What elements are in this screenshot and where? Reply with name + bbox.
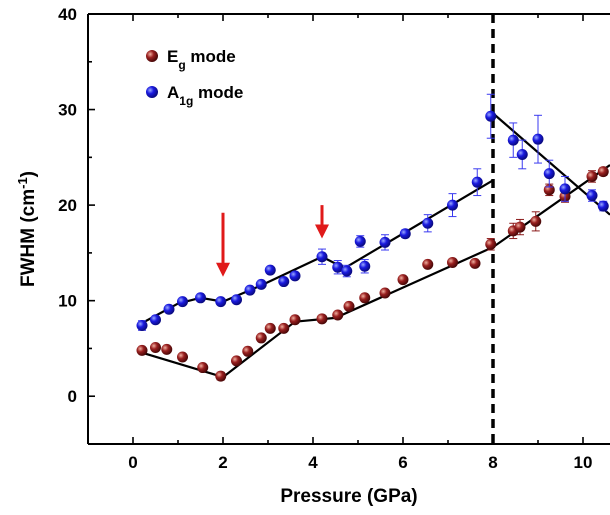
data-point-a1g bbox=[354, 235, 366, 247]
data-point-eg bbox=[332, 309, 344, 321]
data-point-eg bbox=[316, 313, 328, 325]
data-point-eg bbox=[242, 345, 254, 357]
data-point-a1g bbox=[150, 314, 161, 326]
data-point-a1g bbox=[177, 296, 188, 308]
data-point-a1g bbox=[231, 294, 242, 306]
data-point-a1g bbox=[332, 261, 344, 273]
data-point-a1g bbox=[543, 168, 555, 180]
data-point-eg bbox=[215, 370, 227, 382]
legend-item-a1g: A1g mode bbox=[146, 83, 243, 108]
data-point-a1g bbox=[586, 190, 598, 202]
data-point-eg bbox=[514, 221, 526, 233]
data-point-a1g bbox=[244, 284, 256, 296]
x-tick-label: 6 bbox=[398, 453, 407, 472]
data-point-eg bbox=[586, 170, 598, 182]
x-tick-label: 0 bbox=[128, 453, 137, 472]
data-point-eg bbox=[197, 362, 209, 374]
data-point-eg bbox=[530, 215, 542, 227]
data-point-eg bbox=[278, 322, 290, 334]
y-tick-label: 20 bbox=[58, 196, 77, 215]
axes: 0 2 4 6 8 10 0 10 20 30 40 bbox=[58, 5, 610, 472]
fit-line bbox=[294, 164, 610, 323]
arrow-head bbox=[315, 224, 329, 239]
data-point-eg bbox=[136, 344, 148, 356]
data-point-eg bbox=[469, 257, 481, 269]
x-tick-label: 2 bbox=[218, 453, 227, 472]
data-point-a1g bbox=[289, 270, 301, 282]
data-point-a1g bbox=[399, 228, 411, 240]
data-point-a1g bbox=[532, 133, 544, 145]
legend-label-eg: Eg mode bbox=[167, 47, 236, 72]
y-tick-label: 40 bbox=[58, 5, 77, 24]
data-point-a1g bbox=[447, 199, 458, 211]
x-axis-title: Pressure (GPa) bbox=[280, 486, 417, 507]
data-point-a1g bbox=[471, 176, 483, 188]
data-point-a1g bbox=[215, 296, 227, 308]
data-point-eg bbox=[447, 256, 458, 268]
data-point-eg bbox=[177, 351, 188, 363]
legend-item-eg: Eg mode bbox=[146, 47, 236, 72]
arrow-head bbox=[216, 262, 230, 277]
data-point-eg bbox=[161, 343, 173, 355]
data-point-a1g bbox=[507, 134, 519, 146]
data-point-a1g bbox=[264, 264, 276, 276]
data-point-a1g bbox=[597, 200, 609, 212]
data-point-eg bbox=[289, 314, 301, 326]
data-point-eg bbox=[397, 274, 409, 286]
data-point-eg bbox=[597, 166, 609, 178]
data-point-a1g bbox=[316, 251, 328, 263]
y-tick-label: 0 bbox=[68, 387, 77, 406]
legend-marker-a1g bbox=[146, 86, 158, 98]
data-point-eg bbox=[379, 287, 391, 299]
legend: Eg mode A1g mode bbox=[146, 47, 243, 108]
plot-area bbox=[136, 14, 610, 444]
data-point-eg bbox=[255, 332, 267, 344]
data-point-a1g bbox=[422, 217, 434, 229]
fit-line bbox=[321, 179, 494, 270]
x-tick-label: 10 bbox=[574, 453, 593, 472]
data-point-eg bbox=[231, 355, 242, 367]
x-tick-label: 4 bbox=[308, 453, 318, 472]
legend-label-a1g: A1g mode bbox=[167, 83, 243, 108]
data-point-a1g bbox=[136, 320, 148, 332]
data-point-eg bbox=[264, 322, 276, 334]
data-point-a1g bbox=[195, 292, 206, 304]
data-point-a1g bbox=[559, 183, 571, 195]
data-point-a1g bbox=[341, 265, 353, 277]
data-point-a1g bbox=[359, 260, 371, 272]
data-point-a1g bbox=[278, 276, 290, 288]
data-point-eg bbox=[422, 258, 434, 270]
data-point-a1g bbox=[163, 303, 175, 315]
data-point-a1g bbox=[255, 278, 267, 290]
x-tick-label: 8 bbox=[488, 453, 497, 472]
data-point-a1g bbox=[379, 236, 391, 248]
data-point-a1g bbox=[485, 110, 497, 122]
legend-marker-eg bbox=[146, 50, 158, 62]
y-tick-label: 10 bbox=[58, 292, 77, 311]
data-point-a1g bbox=[516, 148, 528, 160]
data-point-eg bbox=[343, 300, 355, 312]
data-point-eg bbox=[485, 238, 497, 250]
y-tick-label: 30 bbox=[58, 101, 77, 120]
data-point-eg bbox=[150, 341, 161, 353]
y-axis-title: FWHM (cm-1) bbox=[15, 171, 40, 287]
data-point-eg bbox=[359, 292, 371, 304]
